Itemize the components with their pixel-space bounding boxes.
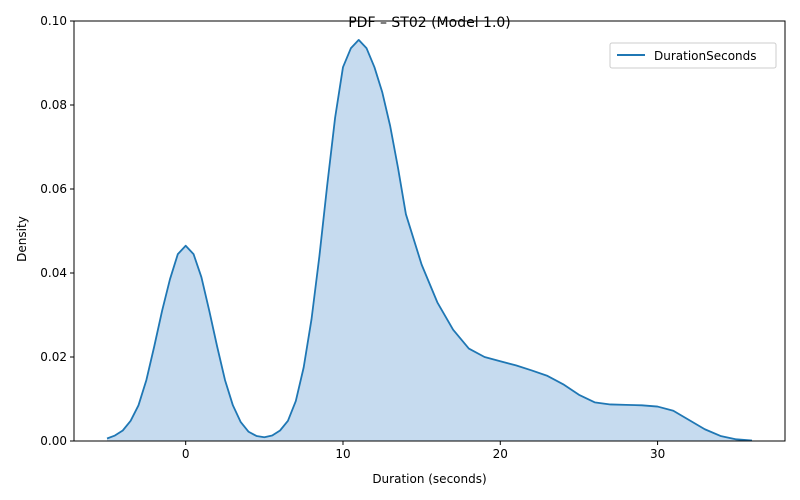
y-tick-label: 0.00: [40, 434, 67, 448]
y-tick-label: 0.04: [40, 266, 67, 280]
y-tick-label: 0.02: [40, 350, 67, 364]
y-tick-label: 0.06: [40, 182, 67, 196]
axis-ticks: 0 10 20 30 0.00 0.02 0.04 0.06 0.08 0.10: [40, 14, 665, 461]
density-area-0: [107, 39, 752, 442]
y-tick-label: 0.10: [40, 14, 67, 28]
legend-box: [609, 42, 777, 69]
legend-label: DurationSeconds: [654, 49, 757, 63]
density-line-0: [106, 39, 753, 442]
x-tick-label: 10: [335, 447, 350, 461]
x-tick-label: 20: [493, 447, 508, 461]
y-axis-label: Density: [15, 216, 29, 262]
plot-content: [106, 39, 753, 442]
plot-frame: [73, 20, 786, 442]
x-axis-label: Duration (seconds): [372, 472, 486, 486]
x-tick-label: 0: [182, 447, 190, 461]
x-tick-label: 30: [650, 447, 665, 461]
chart-title: PDF – ST02 (Model 1.0): [348, 15, 511, 31]
y-tick-label: 0.08: [40, 98, 67, 112]
legend: DurationSeconds: [609, 42, 777, 69]
